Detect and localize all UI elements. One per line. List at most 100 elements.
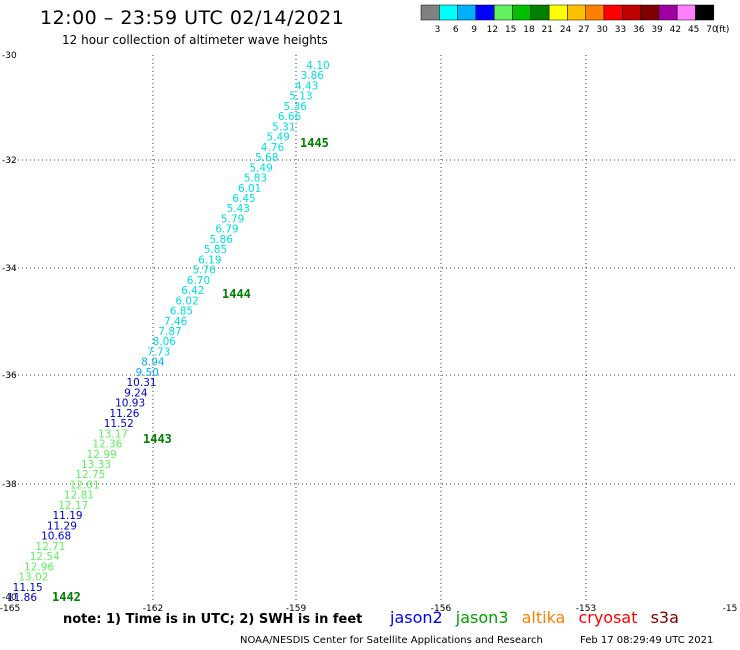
colorbar-tick-label: 18 xyxy=(523,25,535,35)
wave-height-label: 12.36 xyxy=(92,439,122,451)
wave-height-label: 12.99 xyxy=(87,449,117,461)
y-tick-label: -40 xyxy=(2,593,17,603)
wave-height-label: 5.49 xyxy=(266,132,289,144)
x-tick-label: -165 xyxy=(0,604,20,614)
pass-number-label: 1442 xyxy=(52,590,81,604)
wave-height-label: 11.86 xyxy=(7,592,37,604)
wave-height-label: 4.43 xyxy=(295,80,318,92)
wave-height-label: 7.73 xyxy=(147,346,170,358)
wave-height-label: 5.31 xyxy=(272,121,295,133)
colorbar-tick-label: 42 xyxy=(670,25,681,35)
note-text: note: 1) Time is in UTC; 2) SWH is in fe… xyxy=(63,612,363,627)
wave-height-label: 5.79 xyxy=(221,213,244,225)
wave-height-label: 6.70 xyxy=(187,275,210,287)
wave-height-label: 12.17 xyxy=(58,500,88,512)
map-subtitle: 12 hour collection of altimeter wave hei… xyxy=(62,33,328,47)
y-tick-label: -36 xyxy=(2,371,17,381)
x-tick-label: -162 xyxy=(143,604,163,614)
wave-height-label: 4.10 xyxy=(306,60,329,72)
x-tick-label: -156 xyxy=(431,604,452,614)
wave-height-label: 12.01 xyxy=(70,479,100,491)
wave-height-label: 12.54 xyxy=(30,551,60,563)
y-tick-label: -30 xyxy=(2,51,17,61)
wave-height-label: 12.96 xyxy=(24,561,54,573)
wave-height-label: 7.87 xyxy=(158,326,181,338)
pass-number-label: 1443 xyxy=(143,432,172,446)
wave-height-label: 11.15 xyxy=(13,582,43,594)
colorbar-tick-label: 70 xyxy=(706,25,718,35)
legend-jason2: jason2 xyxy=(390,608,443,627)
wave-height-label: 6.19 xyxy=(198,254,221,266)
wave-height-label: 5.68 xyxy=(255,152,278,164)
colorbar-tick-label: 12 xyxy=(487,25,498,35)
wave-height-label: 3.86 xyxy=(301,70,325,82)
wave-height-label: 12.71 xyxy=(35,541,65,553)
footer-credit: NOAA/NESDIS Center for Satellite Applica… xyxy=(240,635,543,646)
wave-height-label: 13.02 xyxy=(18,572,48,584)
wave-height-label: 5.86 xyxy=(210,234,234,246)
wave-height-label: 10.31 xyxy=(127,377,157,389)
wave-height-label: 5.83 xyxy=(244,173,267,185)
wave-height-label: 6.66 xyxy=(278,111,302,123)
wave-height-label: 6.79 xyxy=(215,224,238,236)
wave-height-label: 5.76 xyxy=(192,265,216,277)
colorbar-tick-label: 15 xyxy=(505,25,516,35)
colorbar-tick-label: 6 xyxy=(453,25,459,35)
wave-height-label: 6.02 xyxy=(175,295,198,307)
wave-height-label: 5.13 xyxy=(289,91,312,103)
map-title: 12:00 – 23:59 UTC 02/14/2021 xyxy=(40,7,345,29)
wave-height-label: 13.33 xyxy=(81,459,111,471)
colorbar-tick-label: 36 xyxy=(633,25,645,35)
wave-height-label: 5.36 xyxy=(284,101,308,113)
wave-height-label: 10.68 xyxy=(41,531,71,543)
colorbar-tick-label: 21 xyxy=(542,25,553,35)
legend-jason3: jason3 xyxy=(455,608,509,627)
wave-height-label: 12.75 xyxy=(75,469,105,481)
colorbar-unit: (ft) xyxy=(716,25,730,35)
colorbar-tick-label: 45 xyxy=(688,25,699,35)
wave-height-label: 5.49 xyxy=(249,162,272,174)
pass-number-label: 1444 xyxy=(222,287,251,301)
x-tick-label: -153 xyxy=(576,604,596,614)
wave-height-label: 12.81 xyxy=(64,490,94,502)
generation-timestamp: Feb 17 08:29:49 UTC 2021 xyxy=(580,635,714,646)
plot-frame xyxy=(10,55,738,600)
wave-height-label: 13.17 xyxy=(98,428,128,440)
satellite-legend: jason2 jason3 altika cryosat s3a xyxy=(390,608,687,627)
wave-height-label: 11.26 xyxy=(109,408,139,420)
y-tick-label: -38 xyxy=(2,480,17,490)
legend-s3a: s3a xyxy=(650,608,679,627)
color-scale-bar: 3 6 9 12 15 18 21 24 27 30 33 36 39 42 45 70(ft) xyxy=(420,4,730,35)
legend-altika: altika xyxy=(521,608,566,627)
wave-height-label: 8.06 xyxy=(153,336,177,348)
x-tick-label: -159 xyxy=(286,604,307,614)
wave-height-label: 6.42 xyxy=(181,285,204,297)
wave-height-label: 6.45 xyxy=(232,193,255,205)
wave-height-label: 6.01 xyxy=(238,183,261,195)
colorbar-tick-label: 24 xyxy=(560,25,572,35)
x-tick-label: -15 xyxy=(723,604,738,614)
colorbar-tick-label: 9 xyxy=(471,25,477,35)
pass-number-label: 1445 xyxy=(300,136,329,150)
wave-height-label: 5.43 xyxy=(227,203,250,215)
legend-cryosat: cryosat xyxy=(578,608,638,627)
wave-height-label: 9.50 xyxy=(136,367,159,379)
colorbar-tick-label: 30 xyxy=(596,25,608,35)
wave-height-label: 10.93 xyxy=(115,398,145,410)
wave-height-label: 8.94 xyxy=(141,357,165,369)
wave-height-label: 9.24 xyxy=(124,387,148,399)
wave-height-label: 11.52 xyxy=(104,418,134,430)
colorbar-tick-label: 27 xyxy=(578,25,589,35)
wave-height-label: 4.76 xyxy=(261,142,285,154)
colorbar-tick-label: 33 xyxy=(615,25,626,35)
wave-height-label: 11.29 xyxy=(47,520,77,532)
colorbar-tick-label: 39 xyxy=(651,25,663,35)
y-tick-label: -34 xyxy=(2,264,17,274)
colorbar-swatch xyxy=(695,4,715,21)
wave-height-label: 7.46 xyxy=(164,316,188,328)
wave-height-label: 6.85 xyxy=(170,306,193,318)
y-tick-label: -32 xyxy=(2,156,17,166)
colorbar-tick-label: 3 xyxy=(435,25,441,35)
wave-height-label: 11.19 xyxy=(53,510,83,522)
